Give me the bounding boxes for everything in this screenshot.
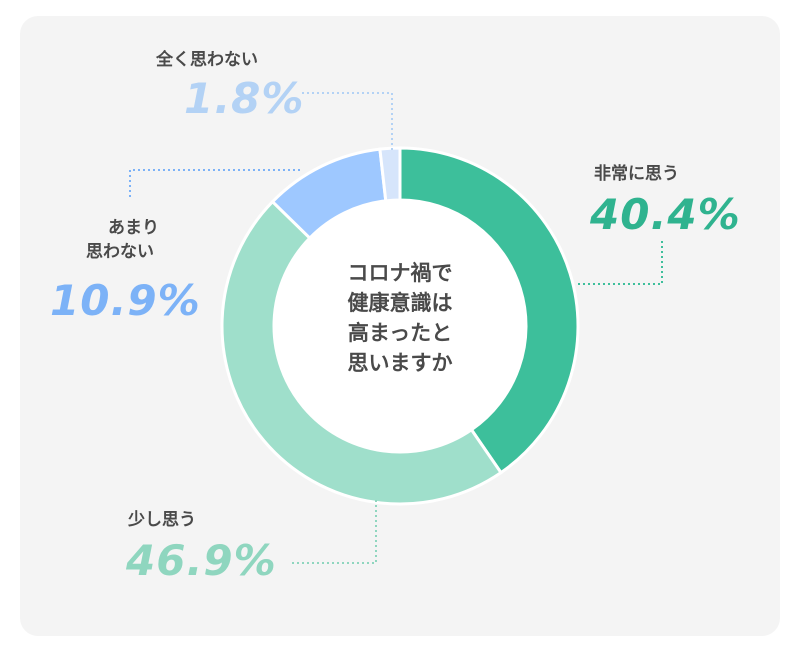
leader-somewhat [290, 500, 377, 564]
slice-value-not-much: 10.9% [50, 276, 201, 325]
donut-hole [274, 200, 526, 452]
slice-label-very-much: 非常に思う [594, 164, 679, 184]
chart-title-line: コロナ禍で [347, 261, 453, 285]
chart-title-line: 健康意識は [347, 291, 453, 315]
chart-title-line: 高まったと [347, 321, 453, 345]
leader-lines [129, 92, 663, 564]
slice-value-very-much: 40.4% [590, 190, 741, 239]
leader-not-at-all [302, 92, 393, 150]
slice-label-not-at-all: 全く思わない [156, 50, 258, 70]
slice-value-not-at-all: 1.8% [184, 74, 305, 123]
leader-not-much [129, 169, 300, 200]
slice-label-not-much: あまり 思わない [86, 216, 159, 264]
slice-label-somewhat: 少し思う [128, 510, 196, 530]
leader-very-much [578, 240, 663, 285]
slice-value-somewhat: 46.9% [126, 536, 277, 585]
chart-title-line: 思いますか [347, 351, 453, 375]
chart-title: コロナ禍で 健康意識は 高まったと 思いますか [300, 258, 500, 378]
slice-label-line: 思わない [86, 242, 154, 262]
slice-label-line: あまり [108, 218, 159, 238]
